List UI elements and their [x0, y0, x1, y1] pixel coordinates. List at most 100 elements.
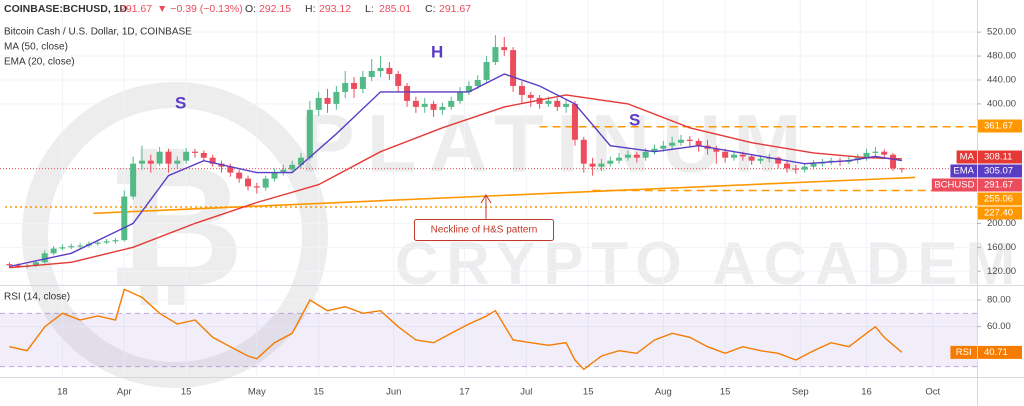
price-label-box: [978, 178, 1022, 192]
candle-body: [474, 79, 481, 86]
price-label-name: RSI: [956, 347, 972, 358]
candle-body: [359, 76, 366, 89]
candle-body: [306, 109, 313, 158]
annotation-arrowhead: [480, 194, 492, 204]
price-label-name: EMA: [953, 166, 974, 177]
candle-body: [147, 160, 154, 164]
candle-body: [298, 157, 305, 165]
candle-body: [395, 74, 402, 86]
candle-body: [227, 166, 234, 173]
price-label-name-box: [950, 345, 977, 359]
ohlc-label: C:: [425, 3, 436, 15]
price-label-name-box: [931, 178, 977, 192]
candle-body: [669, 142, 676, 146]
level-label: 255.06: [984, 194, 1013, 205]
x-tick-label: May: [248, 387, 266, 398]
candle-body: [483, 62, 490, 80]
candle-body: [757, 158, 764, 161]
x-tick-label: Sep: [792, 387, 809, 398]
level-label-box: [978, 206, 1022, 220]
y-tick-label: 200.00: [987, 218, 1016, 229]
candle-body: [6, 264, 13, 266]
candle-body: [624, 154, 631, 158]
last-price: 291.67: [120, 3, 152, 15]
candle-body: [156, 151, 163, 164]
price-label: 291.67: [984, 180, 1013, 191]
candle-body: [130, 163, 137, 197]
ohlc-value: 292.15: [259, 3, 291, 15]
candle-body: [571, 103, 578, 140]
candle-body: [103, 241, 110, 243]
x-tick-label: Oct: [925, 387, 940, 398]
candle-body: [890, 154, 897, 169]
candle-body: [174, 160, 181, 164]
candle-body: [377, 68, 384, 72]
price-label-box: [978, 164, 1022, 178]
x-tick-label: 18: [57, 387, 68, 398]
candle-body: [138, 160, 145, 164]
ohlc-value: 293.12: [319, 3, 351, 15]
candle-body: [448, 100, 455, 107]
candle-body: [342, 82, 349, 92]
candle-body: [77, 245, 84, 247]
candle-body: [686, 139, 693, 141]
candle-body: [784, 163, 791, 169]
candle-body: [351, 82, 358, 89]
y-tick-label: 60.00: [987, 321, 1011, 332]
annotation: Neckline of H&S pattern: [431, 225, 538, 236]
level-label-box: [978, 119, 1022, 133]
level-label-box: [978, 192, 1022, 206]
candle-body: [32, 262, 39, 266]
price-label-name: MA: [960, 152, 975, 163]
indicator-line: [9, 94, 902, 269]
candle-body: [863, 152, 870, 158]
candle-body: [501, 47, 508, 51]
annotation-box: [414, 219, 554, 241]
legend-entry: EMA (20, close): [4, 57, 75, 68]
candle-body: [492, 47, 499, 63]
x-tick-label: 15: [181, 387, 192, 398]
y-tick-label: 80.00: [987, 295, 1011, 306]
y-tick-label: 400.00: [987, 98, 1016, 109]
symbol: COINBASE:BCHUSD, 1D: [4, 3, 128, 15]
rsi-line: [9, 288, 903, 371]
candle-body: [598, 163, 605, 167]
candle-body: [518, 85, 525, 95]
x-tick-label: Apr: [117, 387, 132, 398]
ohlc-label: L:: [365, 3, 374, 15]
price-label: 305.07: [984, 166, 1013, 177]
plot: [0, 35, 977, 371]
candle-body: [589, 163, 596, 167]
price-label-name: BCHUSD: [934, 180, 974, 191]
price-label-box: [978, 150, 1022, 164]
candle-body: [677, 139, 684, 143]
candle-body: [633, 154, 640, 158]
candle-body: [580, 139, 587, 164]
candle-body: [465, 85, 472, 92]
candle-body: [324, 97, 331, 104]
candle-body: [722, 151, 729, 158]
candle-body: [262, 178, 269, 188]
candle-body: [775, 157, 782, 164]
candle-body: [68, 246, 75, 248]
candle-body: [404, 85, 411, 101]
candle-body: [289, 164, 296, 170]
candle-body: [368, 71, 375, 77]
candle-body: [792, 168, 799, 170]
candle-body: [236, 172, 243, 179]
candle-body: [430, 103, 437, 110]
candle-body: [713, 148, 720, 152]
candle-body: [209, 157, 216, 164]
annotation: S: [629, 110, 640, 129]
rsi-title: RSI (14, close): [4, 292, 70, 303]
candle-body: [607, 160, 614, 164]
candle-body: [898, 168, 905, 170]
candle-body: [412, 100, 419, 107]
candle-body: [165, 151, 172, 164]
candle-body: [739, 154, 746, 157]
candle-body: [642, 151, 649, 158]
price-labels: 18 Apr 15 May 15 Jun 17 Jul 15 Aug 15 Sep 16 Oct 120.0…: [57, 27, 1022, 398]
candle-body: [271, 172, 278, 179]
candle-body: [545, 100, 552, 104]
x-tick-label: 15: [583, 387, 594, 398]
